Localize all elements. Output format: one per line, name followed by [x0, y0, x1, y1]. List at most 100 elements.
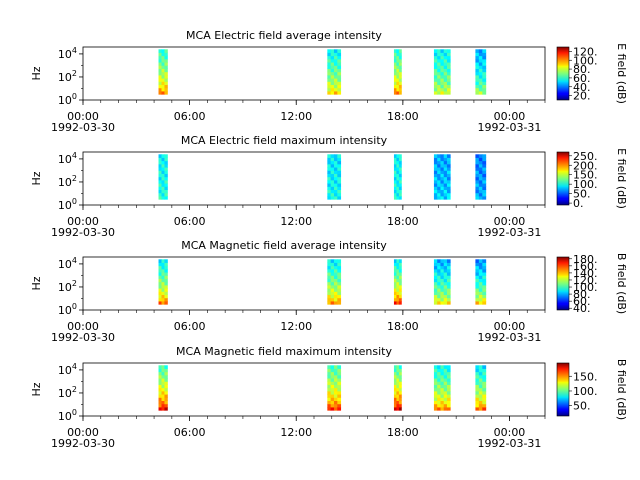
spectrogram-cell: [443, 183, 448, 187]
spectrogram-cell: [475, 301, 480, 305]
spectrogram-cell: [478, 365, 483, 369]
spectrogram-cell: [333, 189, 338, 194]
spectrogram-cell: [393, 265, 397, 270]
spectrogram-cell: [333, 265, 338, 270]
spectrogram-cell: [396, 176, 400, 181]
spectrogram-cell: [393, 365, 397, 369]
spectrogram-cell: [475, 170, 480, 174]
spectrogram-cell: [327, 381, 332, 385]
spectrogram-cell: [437, 58, 441, 63]
spectrogram-cell: [396, 371, 400, 376]
spectrogram-cell: [161, 278, 165, 283]
spectrogram-cell: [478, 384, 483, 389]
spectrogram-cell: [440, 183, 445, 187]
spectrogram-cell: [446, 81, 451, 86]
spectrogram-cell: [398, 265, 402, 270]
spectrogram-cell: [398, 176, 402, 181]
spectrogram-cell: [446, 160, 451, 165]
spectrogram-cell: [440, 74, 445, 79]
spectrogram-cell: [164, 55, 168, 60]
colorbar-tick-label: 0.: [573, 197, 584, 210]
spectrogram-cell: [475, 378, 480, 382]
spectrogram-cell: [443, 288, 448, 292]
spectrogram-cell: [330, 176, 335, 181]
spectrogram-cell: [330, 272, 335, 276]
spectrogram-cell: [164, 74, 168, 79]
spectrogram-cell: [333, 368, 338, 373]
spectrogram-cell: [158, 65, 162, 69]
spectrogram-cell: [433, 381, 438, 385]
spectrogram-cell: [478, 368, 483, 373]
spectrogram-cell: [398, 397, 402, 402]
spectrogram-cell: [433, 268, 438, 273]
spectrogram-cell: [433, 81, 438, 86]
colorbar-label: B field (dB): [615, 253, 628, 314]
spectrogram-cell: [330, 157, 335, 162]
spectrogram-cell: [433, 52, 438, 57]
spectrogram-cell: [327, 183, 332, 187]
spectrogram-cell: [475, 259, 480, 263]
spectrogram-cell: [443, 275, 448, 279]
spectrogram-cell: [396, 154, 400, 158]
spectrogram-cell: [398, 278, 402, 283]
spectrogram-cell: [446, 387, 451, 392]
spectrogram-cell: [433, 192, 438, 197]
spectrogram-cell: [437, 390, 441, 395]
spectrogram-cell: [475, 157, 480, 162]
spectrogram-cell: [478, 403, 483, 408]
spectrogram-cell: [437, 384, 441, 389]
spectrogram-cell: [482, 291, 487, 296]
spectrogram-cell: [164, 265, 168, 270]
spectrogram-cell: [161, 400, 165, 405]
spectrogram-cell: [330, 278, 335, 283]
spectrogram-cell: [330, 275, 335, 279]
x-tick-date-label: 1992-03-30: [51, 331, 115, 344]
spectrogram-cell: [437, 91, 441, 95]
spectrogram-cell: [398, 84, 402, 89]
spectrogram-cell: [158, 275, 162, 279]
spectrogram-cell: [330, 74, 335, 79]
spectrogram-cell: [440, 58, 445, 63]
spectrogram-cell: [482, 281, 487, 286]
spectrogram-cell: [330, 154, 335, 158]
spectrogram-cell: [161, 62, 165, 66]
spectrogram-cell: [337, 265, 342, 270]
spectrogram-cell: [333, 291, 338, 296]
colorbar-tick-label: 50.: [573, 188, 591, 201]
y-tick-exponent: 4: [72, 256, 77, 265]
spectrogram-cell: [478, 167, 483, 171]
x-tick-date-label: 1992-03-30: [51, 121, 115, 134]
spectrogram-cell: [433, 371, 438, 376]
spectrogram-cell: [482, 163, 487, 168]
spectrogram-cell: [433, 272, 438, 276]
spectrogram-cell: [396, 167, 400, 171]
y-axis-label: Hz: [30, 66, 43, 80]
y-tick-exponent: 0: [72, 197, 77, 206]
spectrogram-cell: [475, 387, 480, 392]
spectrogram-block: [393, 49, 402, 95]
spectrogram-cell: [482, 394, 487, 398]
spectrogram-cell: [333, 294, 338, 299]
spectrogram-cell: [475, 173, 480, 178]
spectrogram-cell: [440, 281, 445, 286]
spectrogram-cell: [437, 291, 441, 296]
spectrogram-cell: [443, 167, 448, 171]
spectrogram-cell: [396, 275, 400, 279]
x-tick-time-label: 06:00: [174, 426, 206, 439]
x-tick-time-label: 00:00: [494, 426, 526, 439]
spectrogram-cell: [393, 192, 397, 197]
spectrogram-cell: [482, 288, 487, 292]
spectrogram-cell: [164, 84, 168, 89]
spectrogram-cell: [482, 186, 487, 191]
spectrogram-cell: [161, 371, 165, 376]
spectrogram-cell: [164, 52, 168, 57]
spectrogram-cell: [158, 91, 162, 95]
spectrogram-cell: [164, 65, 168, 69]
y-tick-exponent: 0: [72, 302, 77, 311]
spectrogram-cell: [333, 278, 338, 283]
spectrogram-cell: [327, 378, 332, 382]
spectrogram-cell: [393, 81, 397, 86]
spectrogram-cell: [393, 189, 397, 194]
spectrogram-cell: [164, 403, 168, 408]
spectrogram-cell: [482, 91, 487, 95]
